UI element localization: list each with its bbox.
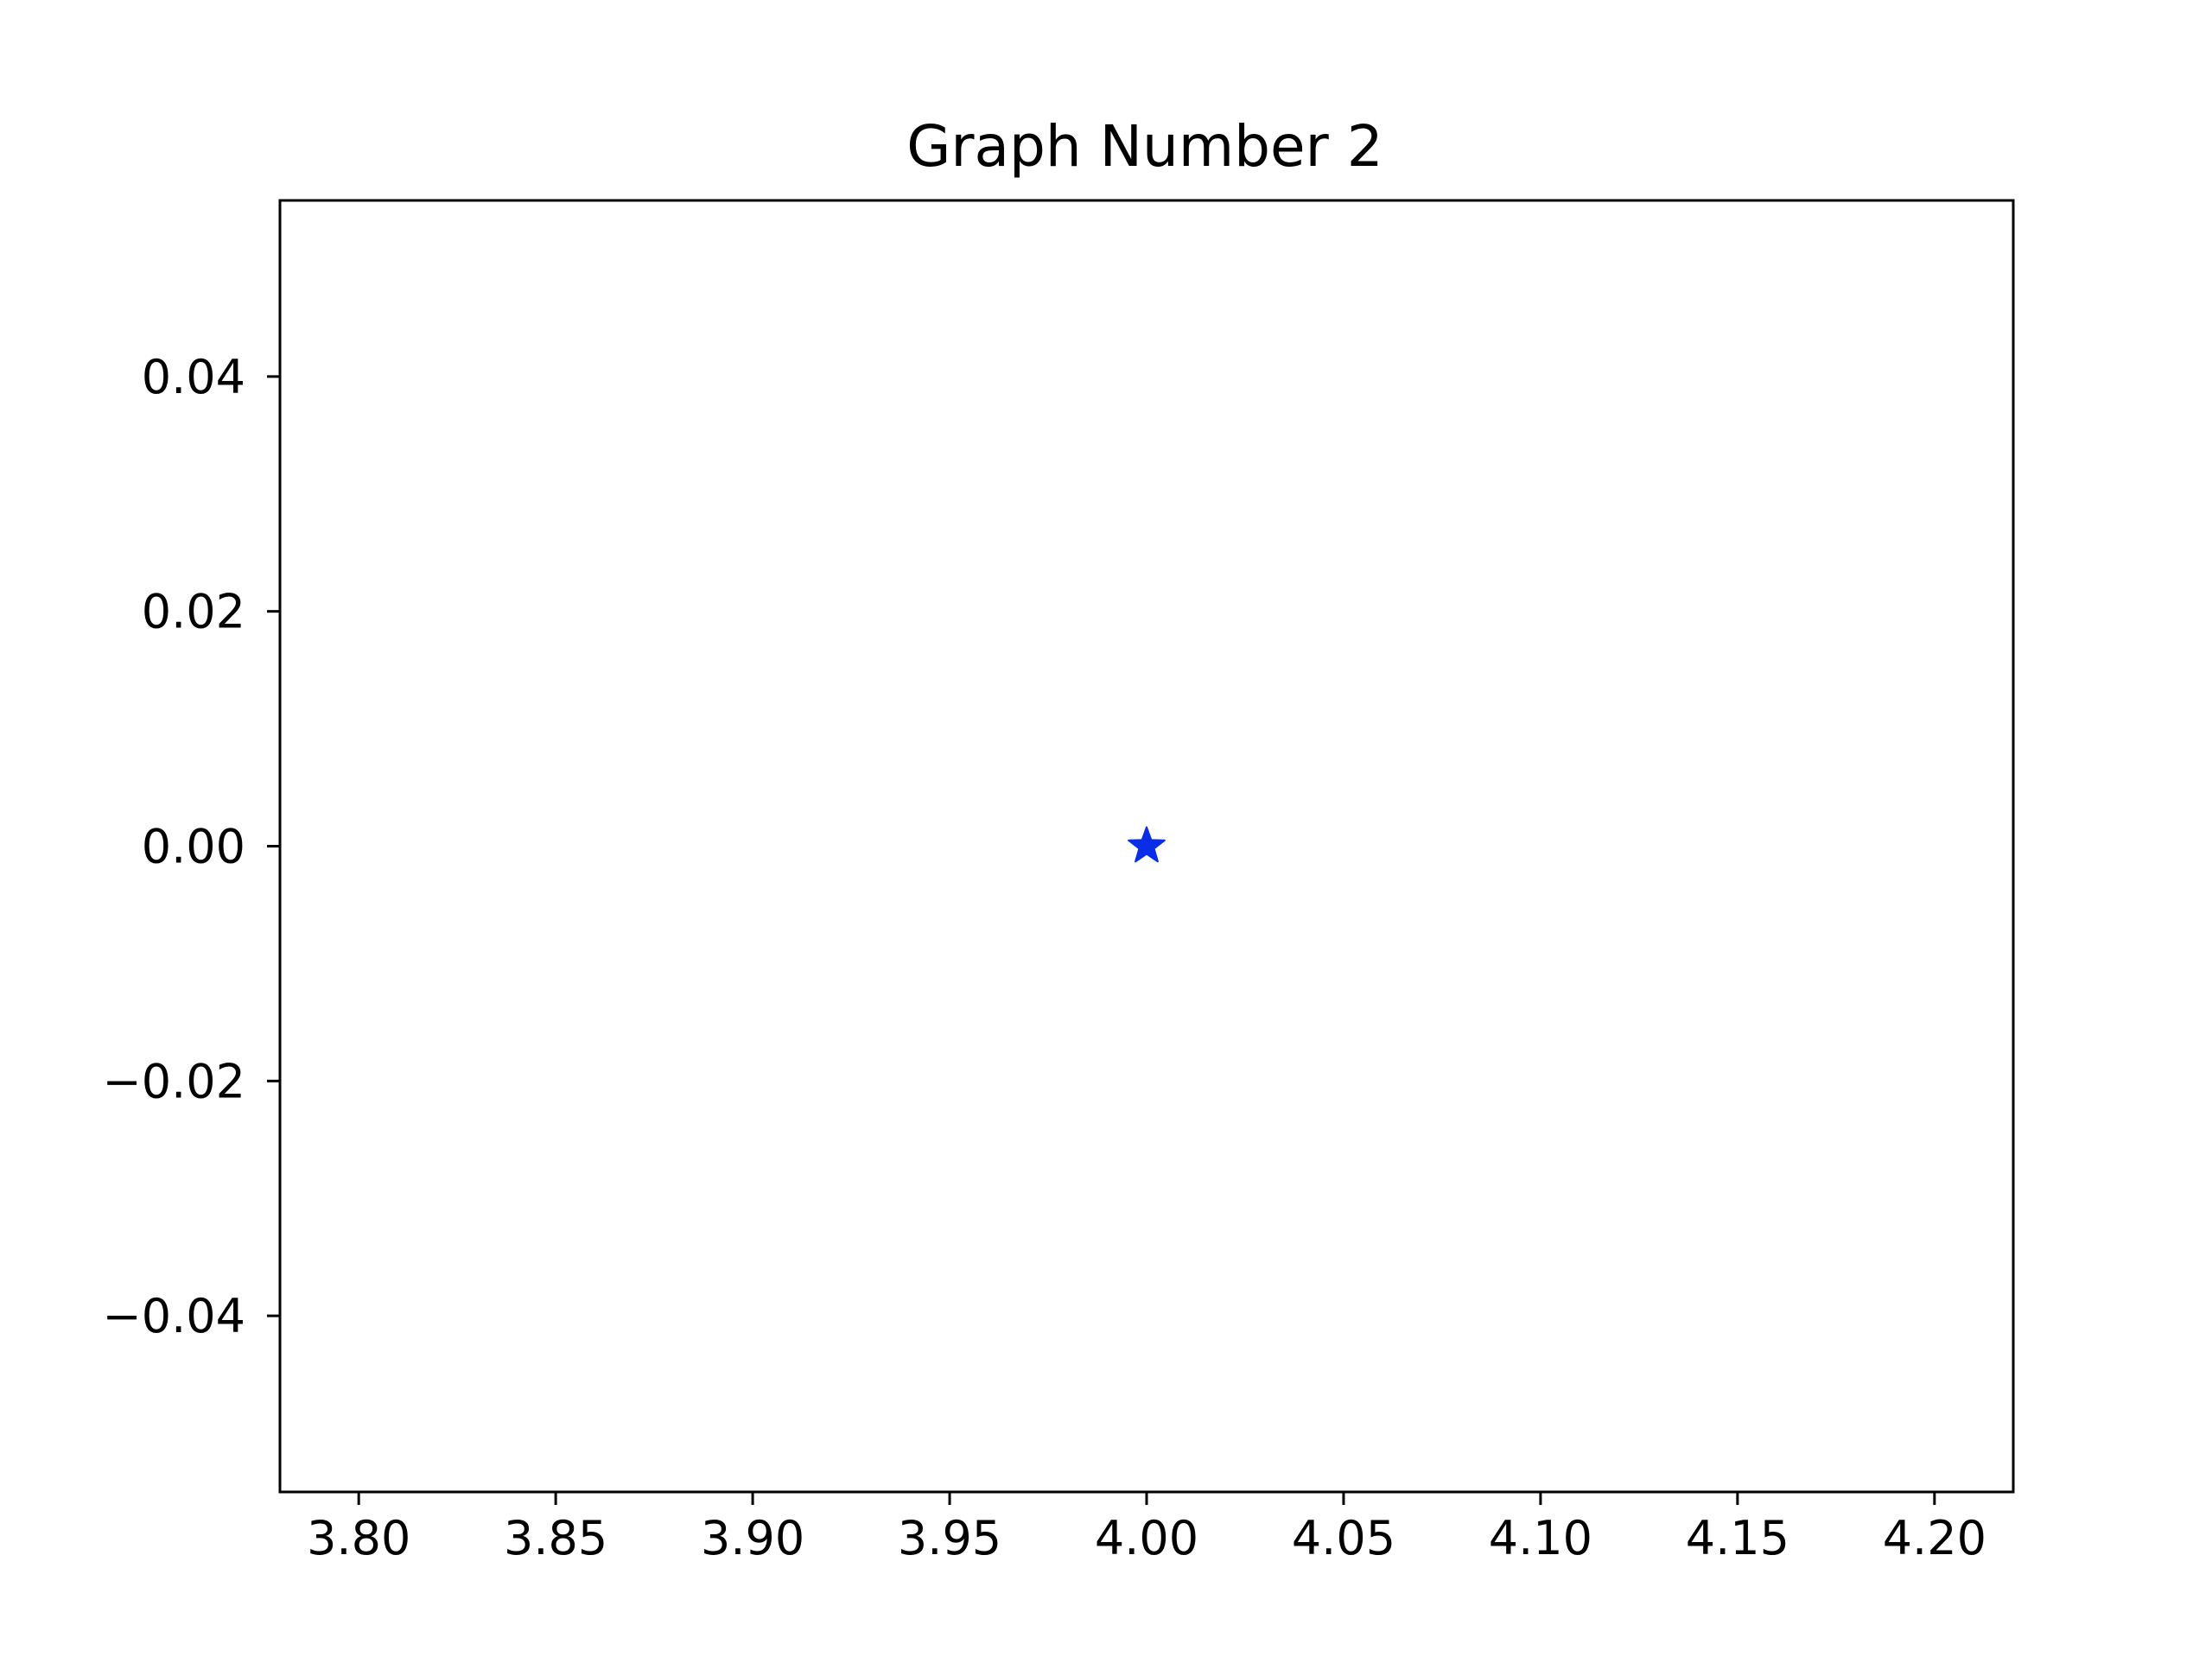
y-tick-label: 0.00 [142,820,245,874]
y-axis-ticks: 0.04 0.02 0.00 −0.02 −0.04 [103,350,280,1343]
x-tick-label: 4.20 [1883,1511,1986,1565]
x-tick-label: 3.80 [307,1511,410,1565]
y-tick-label: 0.04 [142,350,245,404]
y-tick-label: 0.02 [142,585,245,639]
x-tick-label: 4.15 [1686,1511,1789,1565]
data-point-star [1128,826,1166,863]
y-tick-label: −0.02 [103,1054,245,1108]
x-tick-label: 3.85 [504,1511,607,1565]
y-tick-label: −0.04 [103,1289,245,1343]
x-tick-label: 4.10 [1489,1511,1592,1565]
data-points [1128,826,1166,863]
x-tick-label: 3.95 [898,1511,1001,1565]
x-tick-label: 4.00 [1095,1511,1198,1565]
chart-title: Graph Number 2 [906,113,1383,180]
x-axis-ticks: 3.80 3.85 3.90 3.95 4.00 4.05 4.10 4.15 4.20 [307,1492,1986,1565]
plot-area-frame [278,199,2015,1494]
x-tick-label: 4.05 [1292,1511,1395,1565]
x-tick-label: 3.90 [701,1511,804,1565]
